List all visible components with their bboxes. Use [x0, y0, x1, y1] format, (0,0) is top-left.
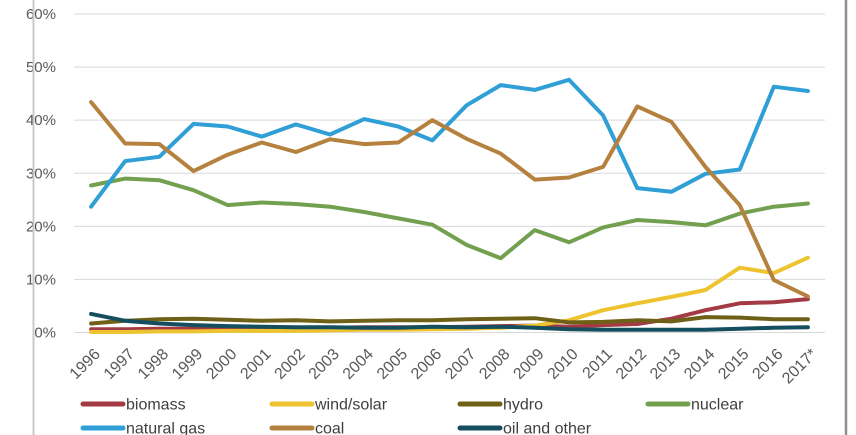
legend-item-oil-and-other: oil and other	[457, 421, 592, 435]
legend-item-coal: coal	[269, 421, 344, 435]
series-line-natural-gas	[89, 77, 810, 209]
series-line-nuclear	[89, 176, 810, 261]
y-axis-label: 60%	[26, 6, 56, 23]
x-axis-label: 2013	[647, 346, 684, 383]
legend-item-hydro: hydro	[457, 397, 543, 414]
x-axis-label: 2000	[203, 346, 240, 383]
y-axis-label: 20%	[26, 218, 56, 235]
x-axis-label: 2006	[408, 346, 445, 383]
legend-item-nuclear: nuclear	[645, 397, 744, 414]
legend-label-hydro: hydro	[503, 397, 543, 414]
legend-item-biomass: biomass	[80, 397, 186, 414]
y-axis-label: 10%	[26, 271, 56, 288]
legend-item-wind-solar: wind/solar	[269, 397, 388, 414]
x-axis-label: 1999	[169, 346, 206, 383]
legend-label-biomass: biomass	[126, 397, 186, 414]
x-axis-label: 2009	[510, 346, 547, 383]
x-axis-label: 2012	[613, 346, 650, 383]
x-axis-label: 2010	[545, 346, 582, 383]
series-line-wind-solar	[89, 255, 810, 334]
legend-item-natural-gas: natural gas	[80, 421, 205, 435]
series-line-hydro	[89, 315, 810, 326]
x-axis-label: 2017*	[779, 346, 821, 388]
y-axis-label: 40%	[26, 112, 56, 129]
x-axis-label: 2005	[374, 346, 411, 383]
x-axis-label: 2002	[272, 346, 309, 383]
x-axis-label: 2003	[306, 346, 343, 383]
y-axis-label: 30%	[26, 165, 56, 182]
series-line-coal	[89, 100, 810, 299]
x-axis-label: 2004	[340, 346, 377, 383]
series-line-oil-and-other	[89, 311, 810, 332]
y-axis-label: 50%	[26, 59, 56, 76]
x-axis-label: 2007	[442, 346, 479, 383]
legend-label-nuclear: nuclear	[691, 397, 744, 414]
x-axis-label: 1997	[101, 346, 138, 383]
x-axis-label: 2014	[681, 346, 718, 383]
legend-label-natural-gas: natural gas	[126, 421, 205, 435]
legend-label-oil-and-other: oil and other	[503, 421, 592, 435]
x-axis-label: 2015	[715, 346, 752, 383]
x-axis-label: 1996	[67, 346, 104, 383]
x-axis-label: 2008	[476, 346, 513, 383]
x-axis-label: 2001	[237, 346, 274, 383]
y-axis-label: 0%	[34, 325, 56, 342]
legend-label-coal: coal	[315, 421, 344, 435]
legend-label-wind-solar: wind/solar	[314, 397, 388, 414]
x-axis-label: 1998	[135, 346, 172, 383]
x-axis-label: 2011	[580, 346, 616, 382]
